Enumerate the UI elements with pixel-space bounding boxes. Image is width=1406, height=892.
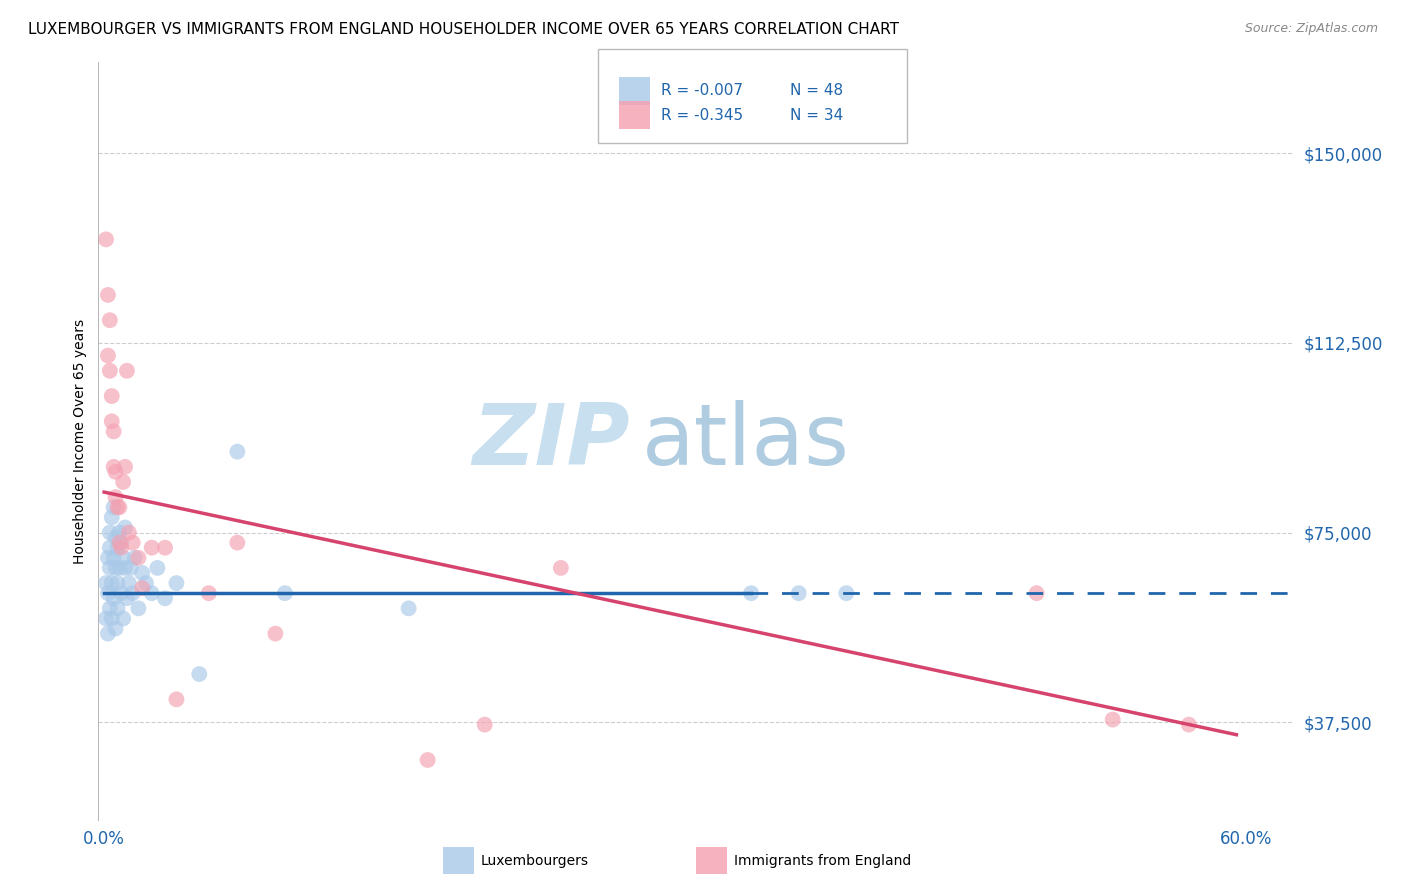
Point <box>115 364 138 378</box>
Point <box>1178 717 1201 731</box>
Point <box>100 510 122 524</box>
Point <box>104 531 127 545</box>
Point <box>1101 713 1123 727</box>
Point <box>153 591 176 606</box>
Point <box>264 626 287 640</box>
Point <box>127 550 149 565</box>
Point <box>97 550 120 565</box>
Text: Source: ZipAtlas.com: Source: ZipAtlas.com <box>1244 22 1378 36</box>
Text: LUXEMBOURGER VS IMMIGRANTS FROM ENGLAND HOUSEHOLDER INCOME OVER 65 YEARS CORRELA: LUXEMBOURGER VS IMMIGRANTS FROM ENGLAND … <box>28 22 898 37</box>
Point <box>97 586 120 600</box>
Point <box>94 576 117 591</box>
Point <box>100 576 122 591</box>
Point <box>153 541 176 555</box>
Point <box>274 586 297 600</box>
Point <box>131 581 153 595</box>
Point <box>124 550 146 565</box>
Point <box>100 414 122 428</box>
Point <box>104 622 127 636</box>
Point <box>141 541 163 555</box>
Point <box>103 425 125 439</box>
Point <box>115 591 138 606</box>
Point <box>114 561 136 575</box>
Point <box>108 561 131 575</box>
Point <box>135 576 157 591</box>
Point <box>107 500 129 515</box>
Point <box>474 717 496 731</box>
Point <box>146 561 169 575</box>
Point <box>121 535 143 549</box>
Point <box>1025 586 1047 600</box>
Point <box>118 525 141 540</box>
Text: R = -0.007: R = -0.007 <box>661 84 742 98</box>
Point <box>112 550 135 565</box>
Point <box>114 459 136 474</box>
Point <box>107 541 129 555</box>
Point <box>114 520 136 534</box>
Point <box>108 500 131 515</box>
Point <box>107 601 129 615</box>
Point <box>97 626 120 640</box>
Point <box>121 586 143 600</box>
Text: Immigrants from England: Immigrants from England <box>734 854 911 868</box>
Text: R = -0.345: R = -0.345 <box>661 108 742 122</box>
Point <box>94 232 117 246</box>
Text: ZIP: ZIP <box>472 400 630 483</box>
Point <box>110 541 132 555</box>
Point <box>226 535 249 549</box>
Point <box>398 601 420 615</box>
Point <box>112 475 135 489</box>
Text: N = 34: N = 34 <box>790 108 844 122</box>
Point <box>165 576 187 591</box>
Point <box>165 692 187 706</box>
Point <box>110 586 132 600</box>
Point <box>740 586 762 600</box>
Text: atlas: atlas <box>643 400 851 483</box>
Y-axis label: Householder Income Over 65 years: Householder Income Over 65 years <box>73 319 87 564</box>
Point <box>97 288 120 302</box>
Point <box>188 667 211 681</box>
Point <box>98 313 121 327</box>
Text: N = 48: N = 48 <box>790 84 844 98</box>
Point <box>141 586 163 600</box>
Point <box>103 591 125 606</box>
Point <box>108 525 131 540</box>
Point <box>112 611 135 625</box>
Point <box>103 459 125 474</box>
Point <box>98 601 121 615</box>
Text: Luxembourgers: Luxembourgers <box>481 854 589 868</box>
Point <box>100 611 122 625</box>
Point <box>107 576 129 591</box>
Point <box>104 561 127 575</box>
Point <box>226 444 249 458</box>
Point <box>127 601 149 615</box>
Point <box>835 586 858 600</box>
Point <box>120 561 142 575</box>
Point <box>108 535 131 549</box>
Point <box>98 561 121 575</box>
Point <box>416 753 439 767</box>
Point <box>103 550 125 565</box>
Point <box>98 541 121 555</box>
Point <box>97 349 120 363</box>
Point <box>550 561 572 575</box>
Point <box>98 525 121 540</box>
Point <box>94 611 117 625</box>
Point <box>131 566 153 580</box>
Point <box>100 389 122 403</box>
Point <box>104 490 127 504</box>
Point <box>103 500 125 515</box>
Point <box>98 364 121 378</box>
Point <box>104 465 127 479</box>
Point <box>787 586 810 600</box>
Point <box>118 576 141 591</box>
Point <box>110 535 132 549</box>
Point <box>198 586 221 600</box>
